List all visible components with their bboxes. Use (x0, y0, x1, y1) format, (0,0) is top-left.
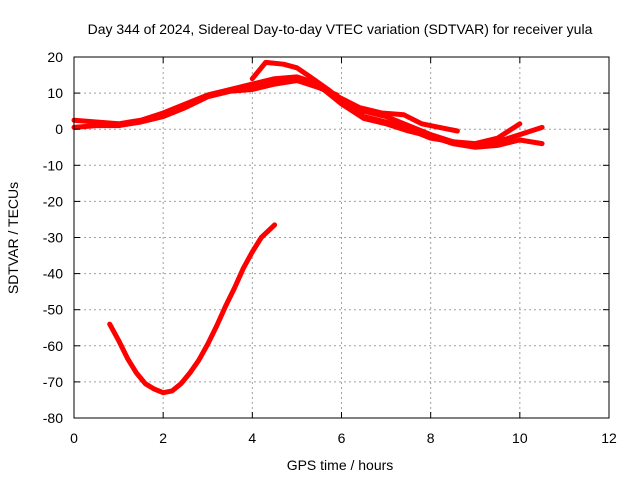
y-tick-label: 20 (47, 49, 63, 65)
y-tick-label: -20 (43, 193, 63, 209)
x-tick-label: 6 (338, 430, 346, 446)
x-tick-label: 4 (248, 430, 256, 446)
series-track-f (107, 222, 278, 396)
x-tick-label: 2 (159, 430, 167, 446)
y-tick-label: -10 (43, 157, 63, 173)
grid-layer (74, 57, 609, 418)
y-tick-label: 10 (47, 85, 63, 101)
x-tick-label: 8 (427, 430, 435, 446)
x-tick-label: 10 (512, 430, 528, 446)
y-tick-label: -40 (43, 266, 63, 282)
y-tick-label: -70 (43, 374, 63, 390)
series-track-c (249, 59, 523, 147)
y-tick-label: -30 (43, 230, 63, 246)
x-tick-label: 12 (601, 430, 617, 446)
series-track-e (236, 78, 340, 98)
y-tick-label: -80 (43, 410, 63, 426)
series-track-a (71, 74, 545, 148)
x-axis-label: GPS time / hours (287, 457, 394, 473)
tick-layer (73, 56, 610, 419)
y-tick-label: -50 (43, 302, 63, 318)
y-tick-label: -60 (43, 338, 63, 354)
x-tick-label: 0 (70, 430, 78, 446)
y-tick-label: 0 (55, 121, 63, 137)
chart-title: Day 344 of 2024, Sidereal Day-to-day VTE… (88, 21, 593, 37)
series-layer (71, 59, 545, 396)
series-track-b (71, 78, 545, 150)
y-axis-label: SDTVAR / TECUs (5, 182, 21, 294)
label-layer: 0 2 4 6 8 10 12 -80 -70 -60 -50 -40 -30 -20 -10 0 10 20 (43, 49, 617, 446)
